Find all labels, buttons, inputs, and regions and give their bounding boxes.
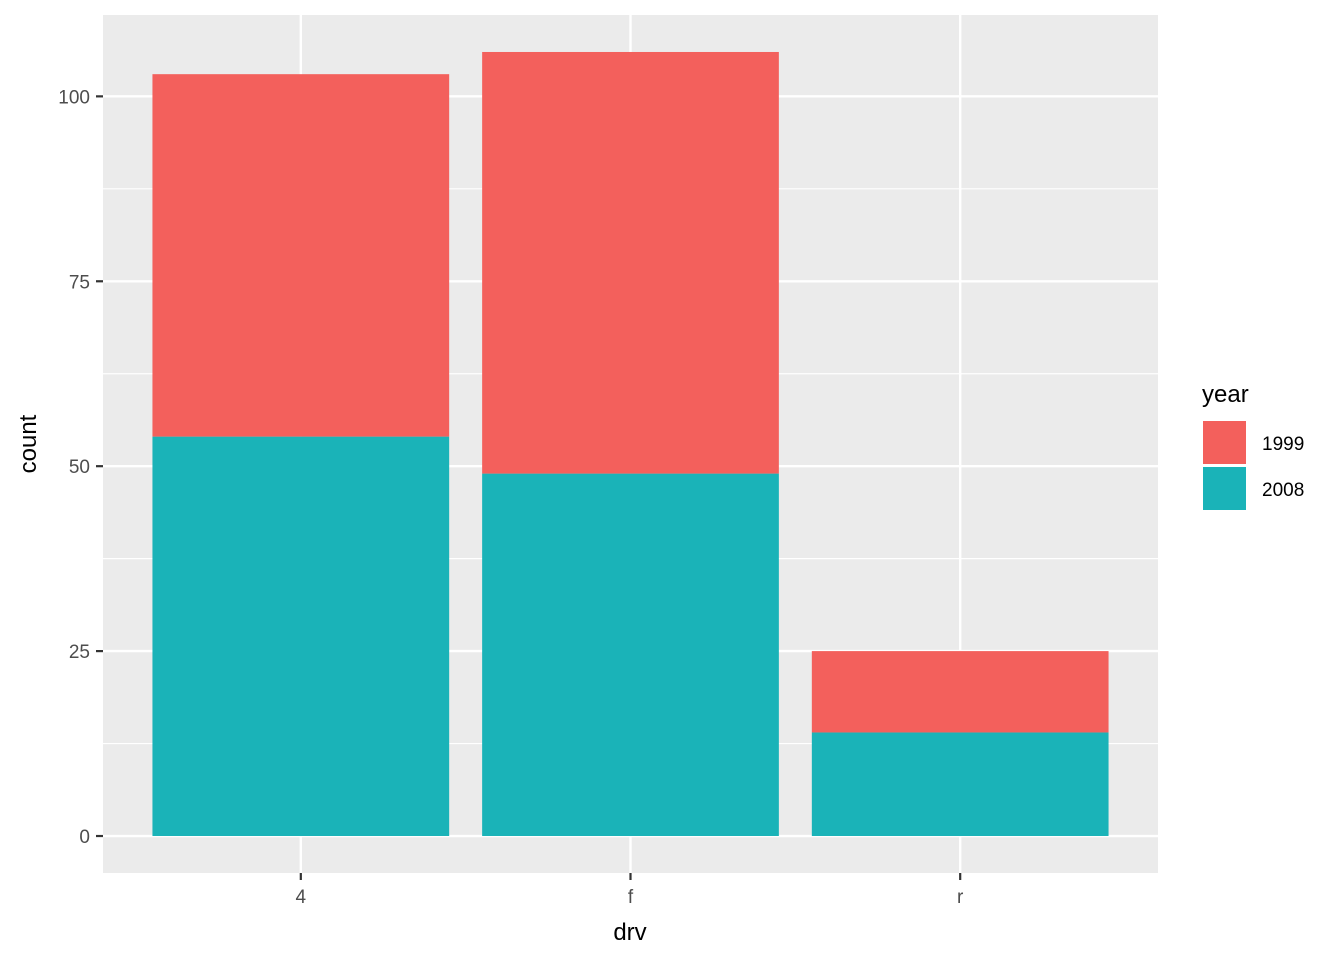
y-tick-label: 50 — [69, 457, 90, 478]
bar-f-1999 — [482, 51, 779, 474]
bar-4-1999 — [152, 74, 450, 437]
legend-entries: 1999 2008 — [1203, 421, 1304, 510]
y-tick-label: 75 — [69, 272, 90, 293]
legend-key-2008 — [1203, 467, 1246, 510]
y-axis: 0 25 50 75 100 — [58, 87, 103, 848]
bar-f-2008 — [482, 473, 779, 837]
y-tick-label: 100 — [58, 87, 90, 108]
bar-r-1999 — [811, 651, 1109, 733]
legend-key-1999 — [1203, 421, 1246, 464]
x-axis-title: drv — [613, 919, 646, 946]
legend-label-2008: 2008 — [1262, 480, 1304, 501]
x-tick-label: r — [957, 887, 964, 908]
y-axis-title: count — [15, 414, 42, 473]
legend: year 1999 2008 — [1202, 381, 1304, 510]
legend-label-1999: 1999 — [1262, 434, 1304, 455]
bars — [152, 51, 1109, 837]
bar-r-2008 — [811, 732, 1109, 837]
y-tick-label: 0 — [79, 827, 90, 848]
x-tick-label: 4 — [296, 887, 307, 908]
legend-title: year — [1202, 381, 1249, 408]
bar-4-2008 — [152, 436, 450, 837]
x-tick-label: f — [628, 887, 634, 908]
y-tick-label: 25 — [69, 642, 90, 663]
x-axis: 4 f r — [296, 873, 964, 908]
